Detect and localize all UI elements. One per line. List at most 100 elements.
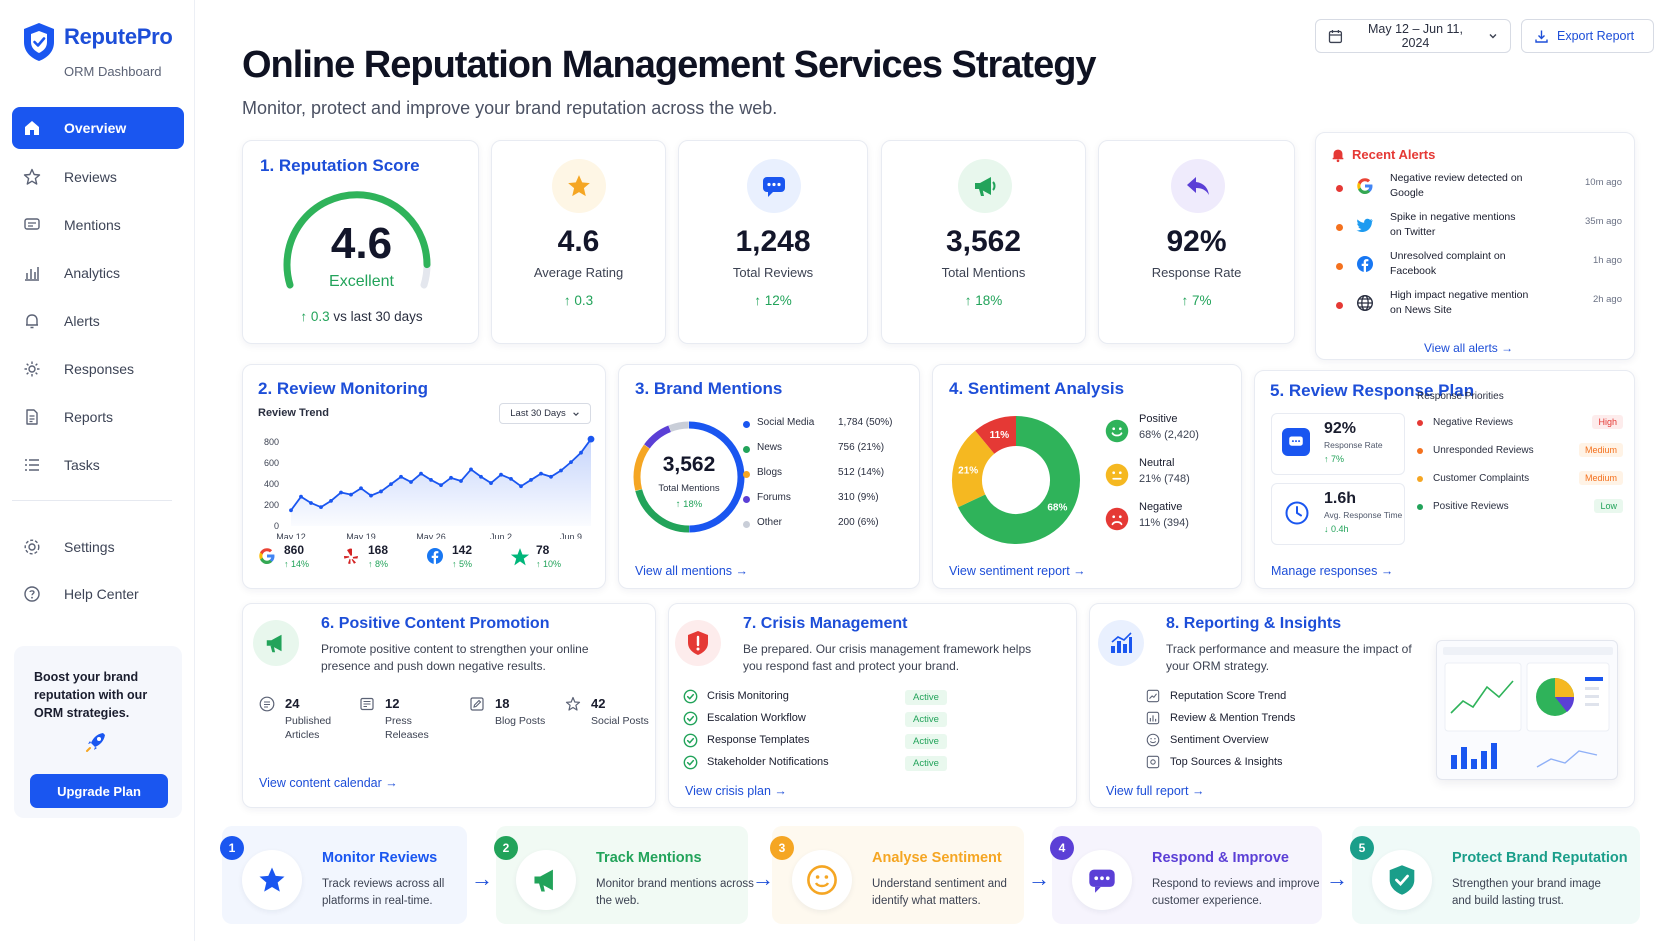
review-monitoring-title: 2. Review Monitoring <box>258 379 429 398</box>
channel-value: 756 (21%) <box>838 442 885 453</box>
crisis-item-label: Stakeholder Notifications <box>707 756 829 768</box>
view-content-calendar-link[interactable]: View content calendar → <box>259 776 398 790</box>
crisis-desc: Be prepared. Our crisis management frame… <box>743 642 1032 673</box>
trend-point <box>399 474 403 479</box>
process-step: 2 Track Mentions Monitor brand mentions ac… <box>494 826 754 924</box>
sidebar-item-help-center[interactable]: Help Center <box>12 573 184 615</box>
source-icon <box>1146 755 1160 774</box>
alert-item[interactable]: Unresolved complaint on Facebook 1h ago <box>1316 250 1636 287</box>
reputation-score-card: 1. Reputation Score 4.6 Excellent ↑ 0.3 … <box>242 140 479 344</box>
alert-text: Negative review detected on Google <box>1390 172 1523 199</box>
view-all-alerts-link[interactable]: View all alerts → <box>1424 341 1513 355</box>
sidebar-item-settings[interactable]: Settings <box>12 526 184 568</box>
status-badge: Active <box>905 734 947 749</box>
alert-item[interactable]: Negative review detected on Google 10m ag… <box>1316 172 1636 209</box>
reputation-change-label: vs last 30 days <box>333 309 423 324</box>
sentiment-slice <box>958 416 1080 544</box>
step-number: 4 <box>1050 836 1074 860</box>
report-item-label: Top Sources & Insights <box>1170 756 1283 768</box>
upgrade-plan-button[interactable]: Upgrade Plan <box>30 774 168 808</box>
x-tick-label: May 12 <box>276 532 306 539</box>
bar-chart-icon <box>22 263 42 283</box>
shield-icon <box>1372 850 1432 910</box>
export-report-button[interactable]: Export Report <box>1521 19 1654 53</box>
sidebar-item-label: Mentions <box>64 217 121 233</box>
content-stat: 42 Social Posts <box>565 696 655 744</box>
y-tick-label: 200 <box>264 500 279 510</box>
sidebar-item-mentions[interactable]: Mentions <box>12 204 184 246</box>
sidebar-item-label: Reports <box>64 409 114 425</box>
alert-item[interactable]: Spike in negative mentions on Twitter 35m… <box>1316 211 1636 248</box>
brand-mentions-card: 3. Brand Mentions 3,562 Total Mentions ↑… <box>618 364 920 589</box>
content-stat-value: 18 <box>495 696 510 711</box>
step-title: Protect Brand Reputation <box>1452 850 1628 866</box>
step-number: 5 <box>1350 836 1374 860</box>
content-stat-label: Social Posts <box>591 715 649 727</box>
sidebar: ReputePro ORM Dashboard Overview Reviews… <box>0 0 195 941</box>
arrow-right-icon: → <box>774 784 787 798</box>
trend-point <box>539 471 543 476</box>
content-stat-label: Published Articles <box>285 715 332 741</box>
sidebar-item-responses[interactable]: Responses <box>12 348 184 390</box>
trend-point <box>449 475 453 480</box>
platform-trend: ↑ 5% <box>452 559 473 569</box>
view-sentiment-report-link[interactable]: View sentiment report → <box>949 564 1086 578</box>
google-icon <box>258 547 276 570</box>
priority-row: Negative Reviews High <box>1417 415 1629 433</box>
sidebar-item-alerts[interactable]: Alerts <box>12 300 184 342</box>
arrow-right-icon: → <box>1028 866 1050 891</box>
content-stat-label: Blog Posts <box>495 715 546 727</box>
manage-responses-link[interactable]: Manage responses → <box>1271 564 1393 578</box>
logo-shield-icon <box>24 23 54 61</box>
legend-dot <box>743 521 750 528</box>
kpi-label: Average Rating <box>533 265 624 280</box>
sad-face-icon <box>1105 507 1129 536</box>
view-crisis-plan-link[interactable]: View crisis plan → <box>685 784 787 798</box>
response-plan-title: 5. Review Response Plan <box>1270 381 1475 400</box>
review-monitoring-card: 2. Review Monitoring Review Trend Last 3… <box>242 364 606 589</box>
mentions-slice <box>633 444 650 491</box>
review-range-select[interactable]: Last 30 Days <box>499 403 591 424</box>
facebook-icon <box>426 547 444 570</box>
view-all-mentions-link[interactable]: View all mentions → <box>635 564 748 578</box>
alert-text: High impact negative mention on News Sit… <box>1390 289 1529 316</box>
arrow-right-icon: → <box>1191 784 1205 798</box>
mentions-slice <box>668 421 689 432</box>
star-icon <box>552 159 606 213</box>
step-title: Track Mentions <box>596 850 702 866</box>
trend-point <box>349 492 353 497</box>
kpi-value: 3,562 <box>945 225 1022 258</box>
sidebar-item-analytics[interactable]: Analytics <box>12 252 184 294</box>
sidebar-item-reports[interactable]: Reports <box>12 396 184 438</box>
happy-face-icon <box>1105 419 1129 448</box>
press-icon <box>359 696 375 717</box>
report-item: Top Sources & Insights <box>1146 754 1376 772</box>
trend-point <box>329 498 333 503</box>
report-item-label: Reputation Score Trend <box>1170 690 1287 702</box>
alert-item[interactable]: High impact negative mention on News Sit… <box>1316 289 1636 326</box>
sidebar-item-overview[interactable]: Overview <box>12 107 184 149</box>
crisis-title: 7. Crisis Management <box>743 615 908 632</box>
alert-text: Spike in negative mentions on Twitter <box>1390 211 1516 238</box>
date-range-picker[interactable]: May 12 – Jun 11, 2024 <box>1315 19 1511 53</box>
content-stat: 24 Published Articles <box>259 696 349 744</box>
star-icon <box>242 850 302 910</box>
trend-point <box>459 479 463 483</box>
sidebar-divider <box>12 500 172 501</box>
trend-point <box>389 482 393 487</box>
y-tick-label: 400 <box>264 479 279 489</box>
kpi-label: Total Reviews <box>732 265 814 280</box>
megaphone-icon <box>253 620 299 666</box>
view-full-report-link[interactable]: View full report → <box>1106 784 1204 798</box>
sidebar-item-reviews[interactable]: Reviews <box>12 156 184 198</box>
sidebar-item-tasks[interactable]: Tasks <box>12 444 184 486</box>
kpi-trend: ↑ 7% <box>1181 293 1212 308</box>
download-icon <box>1535 30 1548 43</box>
platform-trend: ↑ 8% <box>368 559 389 569</box>
kpi-value: 1,248 <box>735 225 811 258</box>
priority-dot <box>1417 420 1423 426</box>
step-desc: Strengthen your brand image and build la… <box>1452 878 1601 907</box>
channel-name: Social Media <box>757 417 815 428</box>
chat-icon <box>1072 850 1132 910</box>
response-time-label: Avg. Response Time <box>1324 510 1403 520</box>
